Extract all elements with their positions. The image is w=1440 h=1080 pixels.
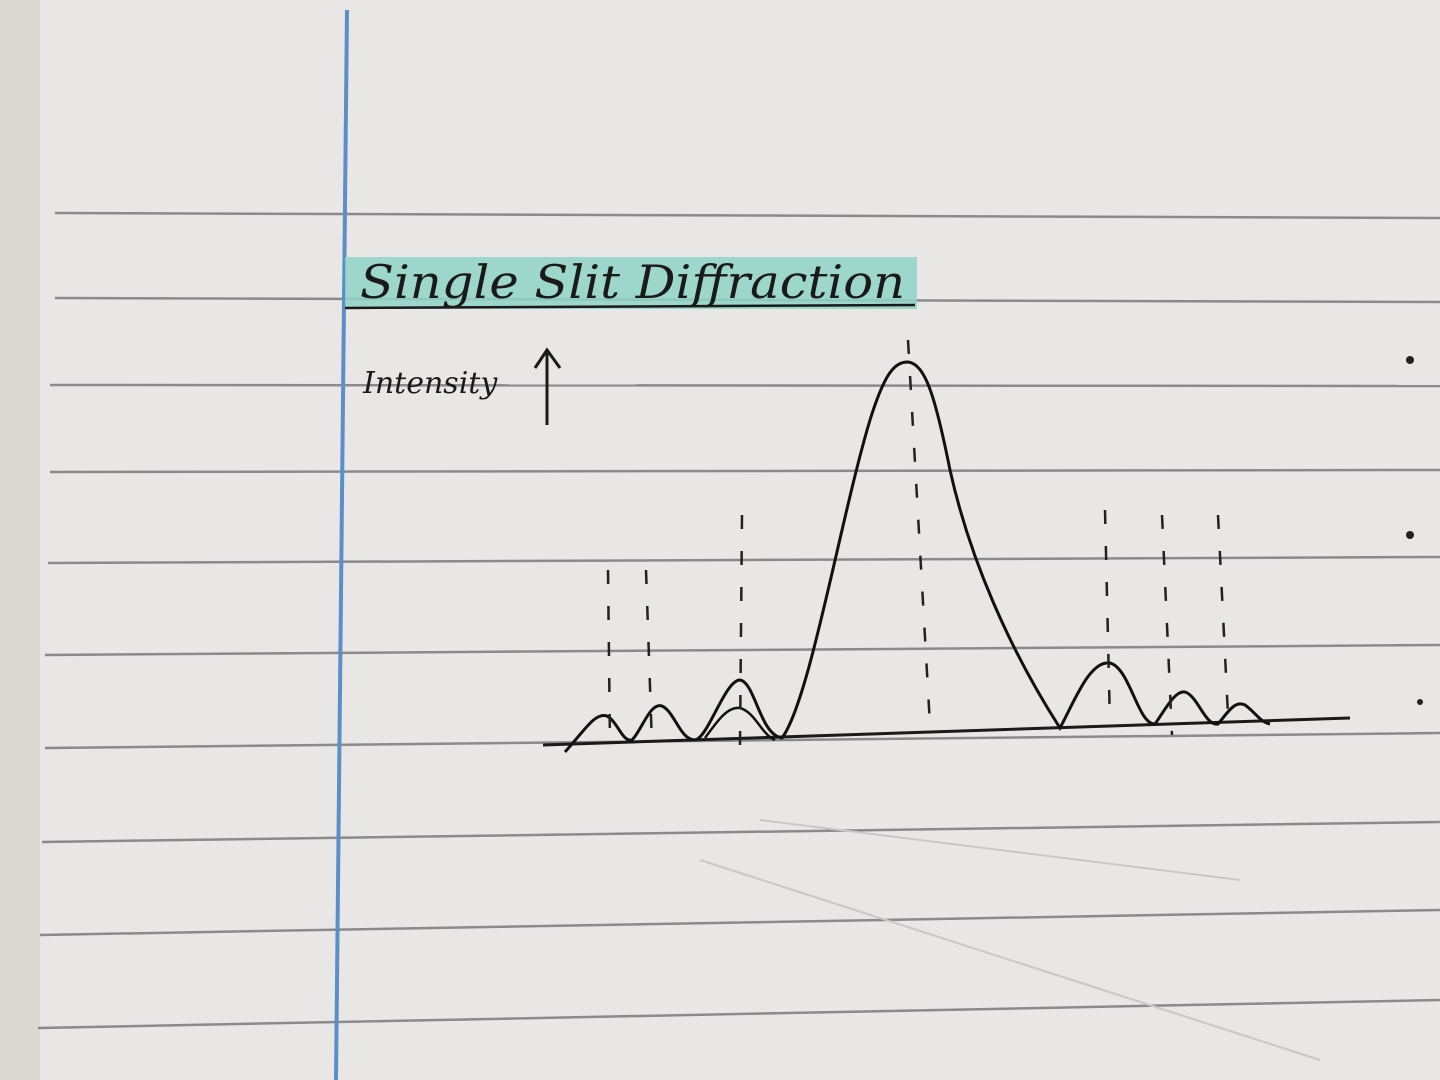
rule (44, 731, 1440, 750)
rule (44, 643, 1440, 657)
axis-arrow (533, 347, 562, 425)
margin-line (334, 9, 349, 1080)
rule (49, 468, 1440, 474)
guide (644, 569, 654, 746)
axis-label: Intensity (362, 366, 498, 401)
intensity-curve (563, 360, 1271, 754)
rule (39, 908, 1440, 937)
paper (40, 0, 1440, 1080)
show-through (699, 819, 1321, 1061)
rule (37, 998, 1440, 1030)
ruled-lines (37, 211, 1440, 1030)
guide (906, 339, 932, 726)
rule (47, 555, 1440, 565)
guide (738, 514, 744, 746)
guide-lines (606, 339, 1230, 746)
highlight (345, 257, 917, 309)
rule (41, 820, 1440, 844)
title-underline (344, 303, 916, 310)
bullet (1406, 531, 1414, 539)
bullet (1406, 356, 1414, 364)
guide (1160, 514, 1174, 736)
guide (606, 569, 612, 746)
title: Single Slit Diffraction (360, 255, 905, 309)
bullet (1417, 699, 1423, 705)
rule (49, 383, 1440, 388)
rule (54, 211, 1440, 220)
